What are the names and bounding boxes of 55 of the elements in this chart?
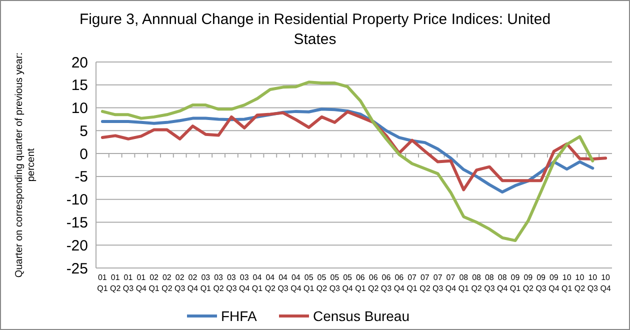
chart-title: Figure 3, Annnual Change in Residential Property Price Indices: United States	[79, 11, 551, 48]
x-tick-label: 07 Q3	[432, 273, 444, 293]
x-tick-label: 07 Q4	[445, 273, 457, 293]
x-tick-label: 09 Q2	[522, 273, 534, 293]
y-tick-label: 5	[80, 122, 88, 140]
x-tick-label: 02 Q2	[162, 273, 173, 293]
y-tick-label: -10	[66, 192, 88, 209]
x-tick-label: 06 Q3	[380, 273, 392, 293]
x-tick-label: 05 Q3	[329, 273, 341, 293]
y-tick-label: 15	[71, 77, 88, 94]
x-tick-label: 02 Q1	[148, 273, 160, 293]
x-tick-label: 08 Q3	[484, 273, 496, 293]
line-series	[100, 80, 594, 242]
y-tick-label: 0	[80, 146, 88, 163]
x-tick-label: 10 Q4	[600, 273, 612, 293]
y-tick-label: -5	[74, 168, 88, 186]
x-tick-label: 01 Q1	[97, 273, 108, 293]
x-tick-label: 05 Q4	[342, 273, 354, 293]
x-tick-label: 08 Q1	[458, 273, 470, 293]
legend-label: Census Bureau	[313, 308, 410, 324]
x-tick-label: 01 Q2	[110, 273, 122, 293]
x-tick-label: 07 Q2	[420, 273, 431, 293]
x-tick-label: 09 Q4	[548, 273, 560, 293]
legend-label: FHFA	[221, 308, 258, 324]
x-tick-label: 03 Q2	[213, 273, 224, 293]
x-tick-label: 06 Q1	[355, 273, 366, 293]
x-tick-label: 01 Q4	[136, 273, 148, 293]
x-tick-label: 03 Q4	[239, 273, 250, 293]
x-tick-label: 09 Q3	[536, 273, 547, 293]
x-tick-label: 08 Q4	[497, 273, 508, 293]
y-tick-label: 20	[71, 54, 88, 72]
x-tick-label: 04 Q1	[252, 273, 264, 293]
x-tick-label: 02 Q4	[187, 273, 199, 293]
x-tick-label: 03 Q1	[200, 273, 212, 293]
x-tick-label: 08 Q2	[471, 273, 482, 293]
y-tick-label: -20	[66, 237, 88, 254]
y-tick-label: -15	[66, 214, 88, 232]
x-tick-label: 05 Q1	[304, 273, 315, 293]
y-tick-label: -25	[66, 260, 88, 278]
x-tick-label: 10 Q2	[574, 273, 586, 293]
y-tick-label: 10	[71, 100, 88, 118]
x-tick-label: 06 Q2	[368, 273, 380, 293]
x-tick-label: 10 Q1	[562, 273, 573, 293]
x-tick-label: 04 Q4	[290, 273, 302, 293]
x-tick-label: 07 Q1	[406, 273, 418, 293]
x-tick-label: 02 Q3	[174, 273, 186, 293]
x-tick-label: 10 Q3	[587, 273, 599, 293]
x-tick-label: 03 Q3	[226, 273, 238, 293]
x-tick-label: 01 Q3	[122, 273, 134, 293]
y-axis-title: Quarter on corresponding quarter of previous year: percent	[14, 52, 37, 278]
x-tick-label: 06 Q4	[394, 273, 406, 293]
x-tick-label: 04 Q2	[264, 273, 276, 293]
x-tick-label: 04 Q3	[278, 273, 289, 293]
x-tick-label: 09 Q1	[510, 273, 522, 293]
x-tick-label: 05 Q2	[316, 273, 328, 293]
